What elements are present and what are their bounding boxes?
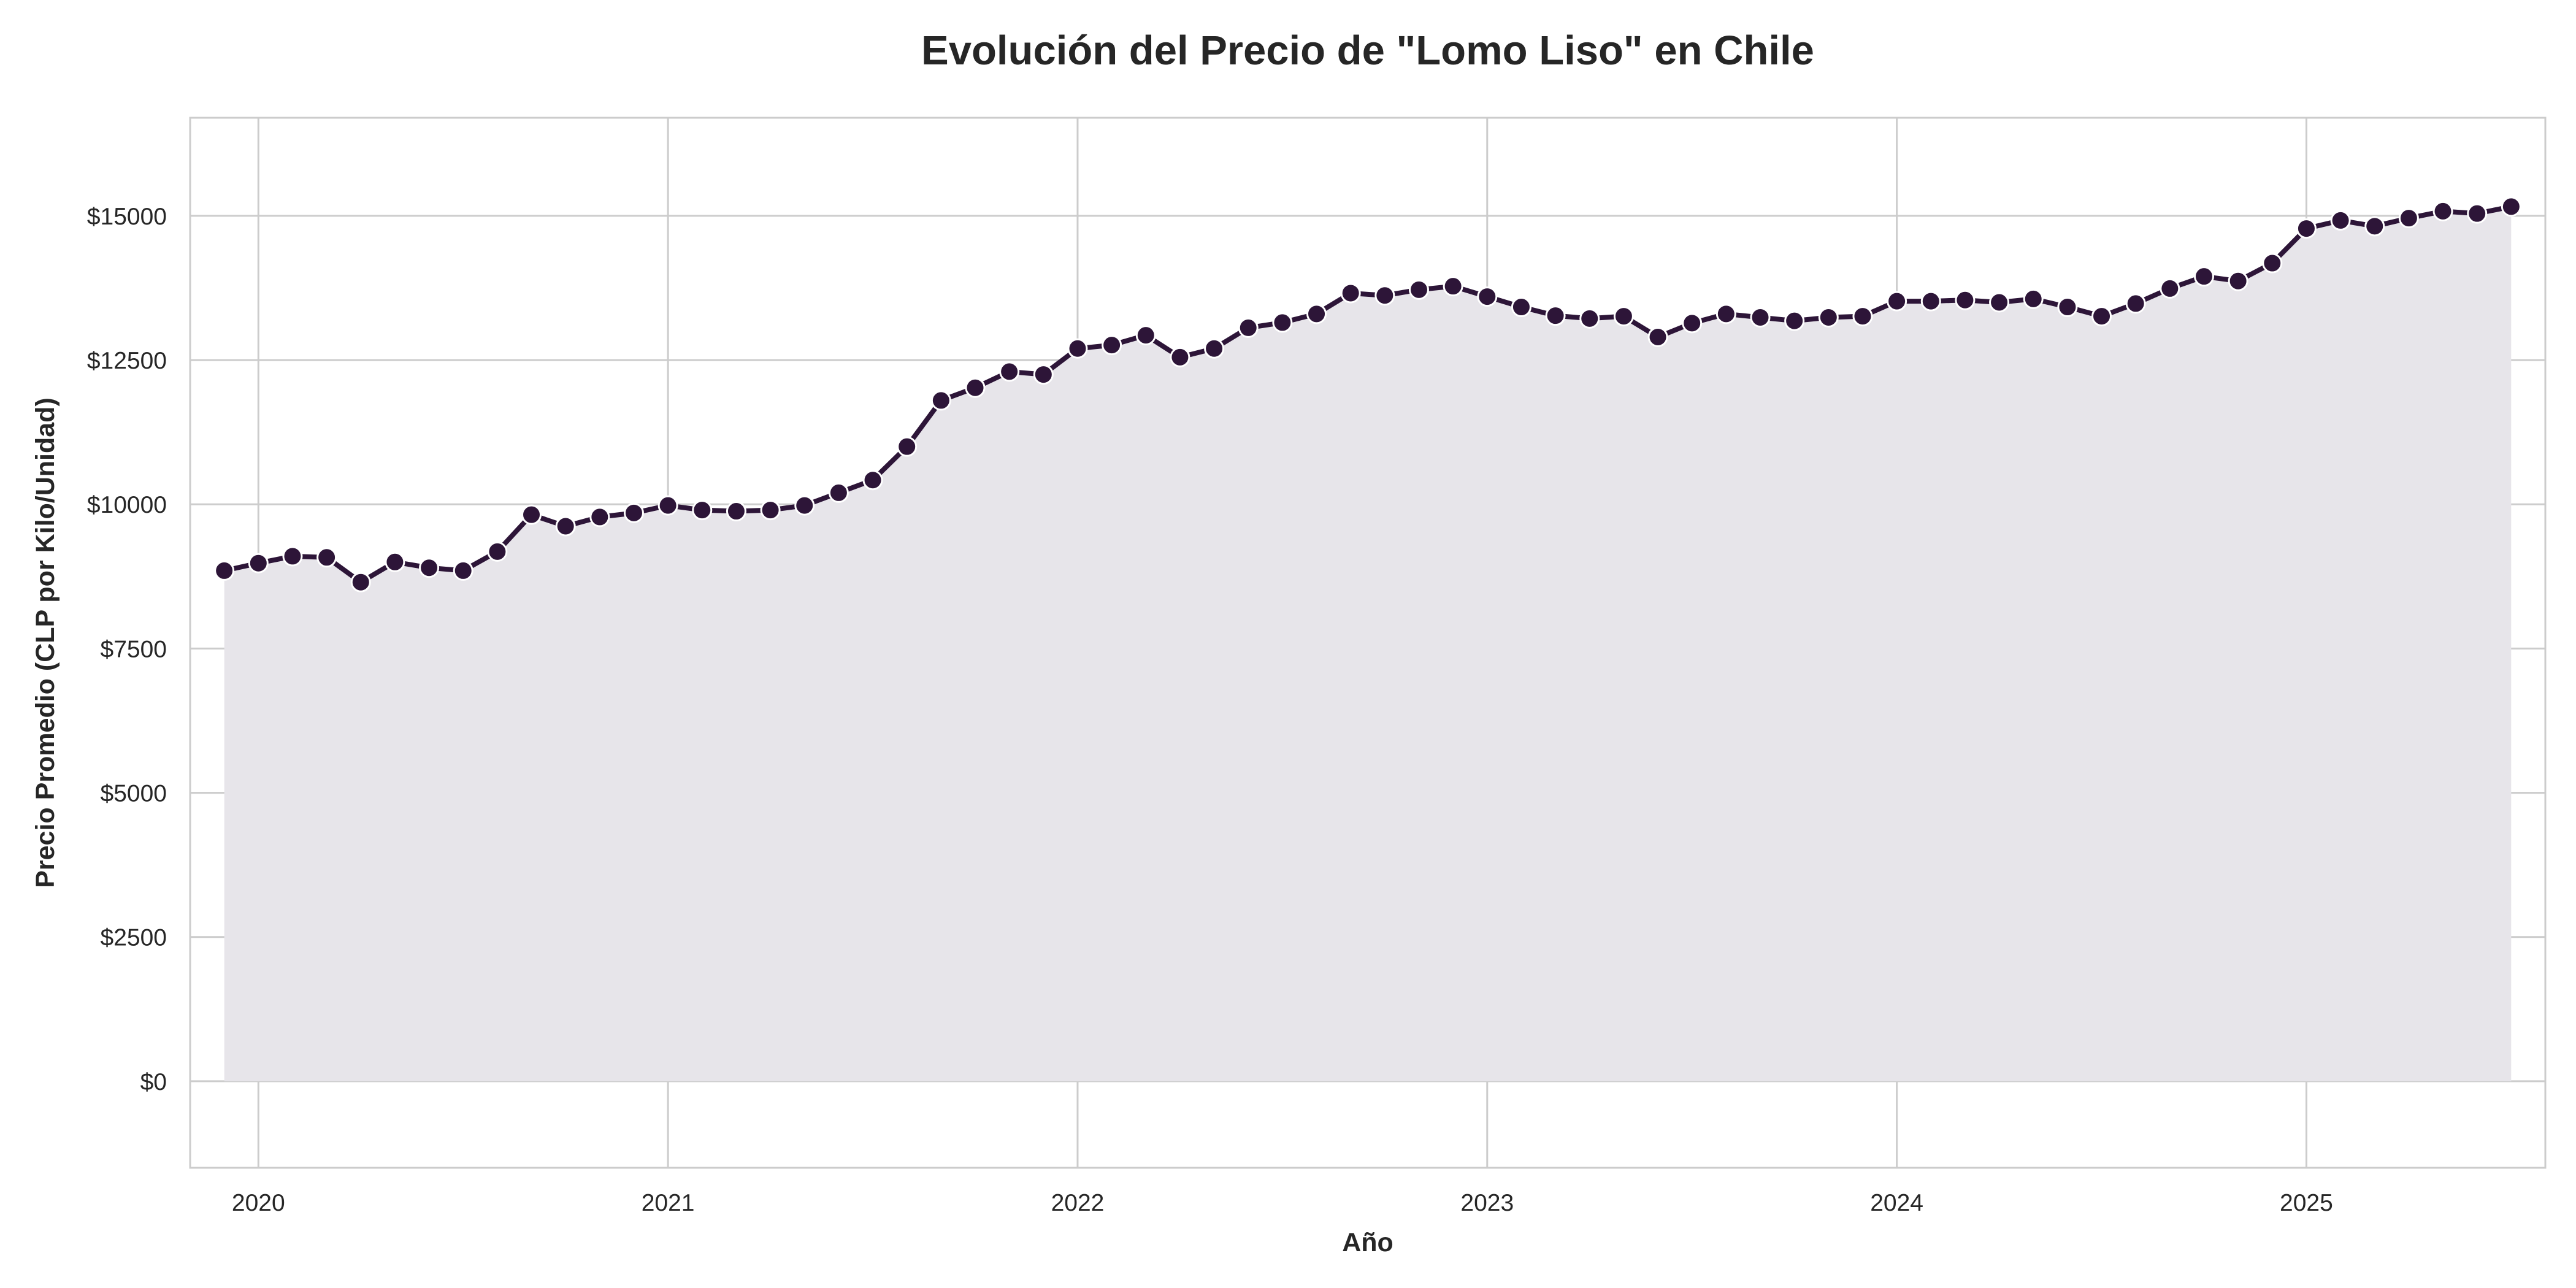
data-point bbox=[2125, 293, 2146, 314]
data-point bbox=[2467, 203, 2488, 224]
data-point bbox=[2193, 266, 2214, 287]
data-point bbox=[1545, 305, 1566, 326]
data-point bbox=[1272, 312, 1293, 333]
data-point bbox=[2228, 270, 2248, 291]
data-point bbox=[385, 551, 405, 572]
data-point bbox=[794, 495, 815, 516]
y-tick-label: $15000 bbox=[87, 204, 167, 230]
data-point bbox=[726, 501, 746, 522]
x-axis-ticks: 2020 2021 2022 2023 2024 2025 bbox=[232, 1190, 2333, 1216]
data-point bbox=[897, 436, 918, 457]
data-point bbox=[1682, 313, 1703, 334]
data-point bbox=[657, 495, 678, 516]
data-point bbox=[350, 572, 371, 592]
x-tick-label: 2022 bbox=[1051, 1190, 1105, 1216]
data-point bbox=[2330, 210, 2351, 231]
data-point bbox=[1750, 307, 1771, 328]
data-point bbox=[1374, 285, 1395, 306]
data-point bbox=[1989, 292, 2010, 313]
data-point bbox=[419, 558, 440, 578]
x-axis-label: Año bbox=[1342, 1228, 1393, 1257]
data-point bbox=[1443, 276, 1463, 297]
data-point bbox=[2023, 288, 2044, 309]
data-point bbox=[1340, 283, 1361, 304]
data-point bbox=[760, 500, 781, 521]
data-point bbox=[214, 560, 235, 581]
y-axis-label: Precio Promedio (CLP por Kilo/Unidad) bbox=[31, 397, 60, 888]
data-point bbox=[2501, 196, 2521, 217]
data-point bbox=[1715, 304, 1736, 324]
data-point bbox=[2432, 201, 2453, 221]
data-point bbox=[555, 516, 576, 537]
data-point bbox=[1579, 308, 1600, 329]
y-tick-label: $0 bbox=[140, 1069, 167, 1095]
data-point bbox=[521, 504, 542, 525]
data-point bbox=[965, 377, 986, 398]
y-axis-ticks: $0 $2500 $5000 $7500 $10000 $12500 $15000 bbox=[87, 204, 167, 1095]
data-point bbox=[1613, 306, 1634, 327]
data-point bbox=[2091, 306, 2112, 327]
data-point bbox=[248, 553, 269, 573]
x-tick-label: 2025 bbox=[2280, 1190, 2333, 1216]
x-tick-label: 2024 bbox=[1870, 1190, 1923, 1216]
data-point bbox=[862, 470, 883, 491]
data-point bbox=[2262, 253, 2283, 274]
y-tick-label: $2500 bbox=[101, 925, 167, 951]
data-point bbox=[999, 361, 1020, 382]
data-point bbox=[1408, 279, 1429, 300]
data-point bbox=[2364, 216, 2385, 237]
data-point bbox=[1955, 289, 1976, 310]
data-point bbox=[1887, 291, 1907, 312]
data-point bbox=[487, 541, 508, 562]
data-point bbox=[282, 546, 303, 567]
data-point bbox=[692, 500, 713, 521]
data-point bbox=[589, 507, 610, 527]
data-point bbox=[2296, 218, 2317, 239]
data-point bbox=[1067, 338, 1088, 359]
x-tick-label: 2020 bbox=[232, 1190, 285, 1216]
data-point bbox=[623, 502, 644, 523]
y-tick-label: $12500 bbox=[87, 348, 167, 374]
x-tick-label: 2023 bbox=[1460, 1190, 1514, 1216]
data-point bbox=[1920, 291, 1941, 312]
data-point bbox=[2057, 297, 2078, 318]
data-point bbox=[1477, 286, 1498, 307]
data-point bbox=[316, 547, 337, 568]
x-tick-label: 2021 bbox=[642, 1190, 695, 1216]
markers bbox=[214, 196, 2521, 592]
data-point bbox=[1135, 325, 1156, 346]
data-point bbox=[453, 560, 473, 581]
data-point bbox=[930, 390, 951, 411]
data-point bbox=[1511, 297, 1531, 318]
data-point bbox=[1033, 364, 1054, 385]
data-point bbox=[2160, 278, 2180, 299]
data-point bbox=[828, 482, 849, 503]
data-point bbox=[1784, 310, 1805, 331]
data-point bbox=[1170, 347, 1190, 367]
data-point bbox=[1238, 317, 1259, 338]
data-point bbox=[1818, 307, 1839, 328]
data-point bbox=[1102, 335, 1122, 356]
y-tick-label: $10000 bbox=[87, 492, 167, 518]
data-point bbox=[1204, 338, 1225, 359]
area-fill bbox=[224, 206, 2512, 1081]
chart-title: Evolución del Precio de "Lomo Liso" en C… bbox=[921, 28, 1814, 74]
data-point bbox=[2398, 208, 2419, 229]
plot-frame bbox=[189, 117, 2547, 1169]
y-tick-label: $5000 bbox=[101, 781, 167, 807]
data-point bbox=[1647, 326, 1668, 347]
y-tick-label: $7500 bbox=[101, 636, 167, 662]
data-point bbox=[1852, 306, 1873, 327]
data-point bbox=[1306, 304, 1327, 324]
